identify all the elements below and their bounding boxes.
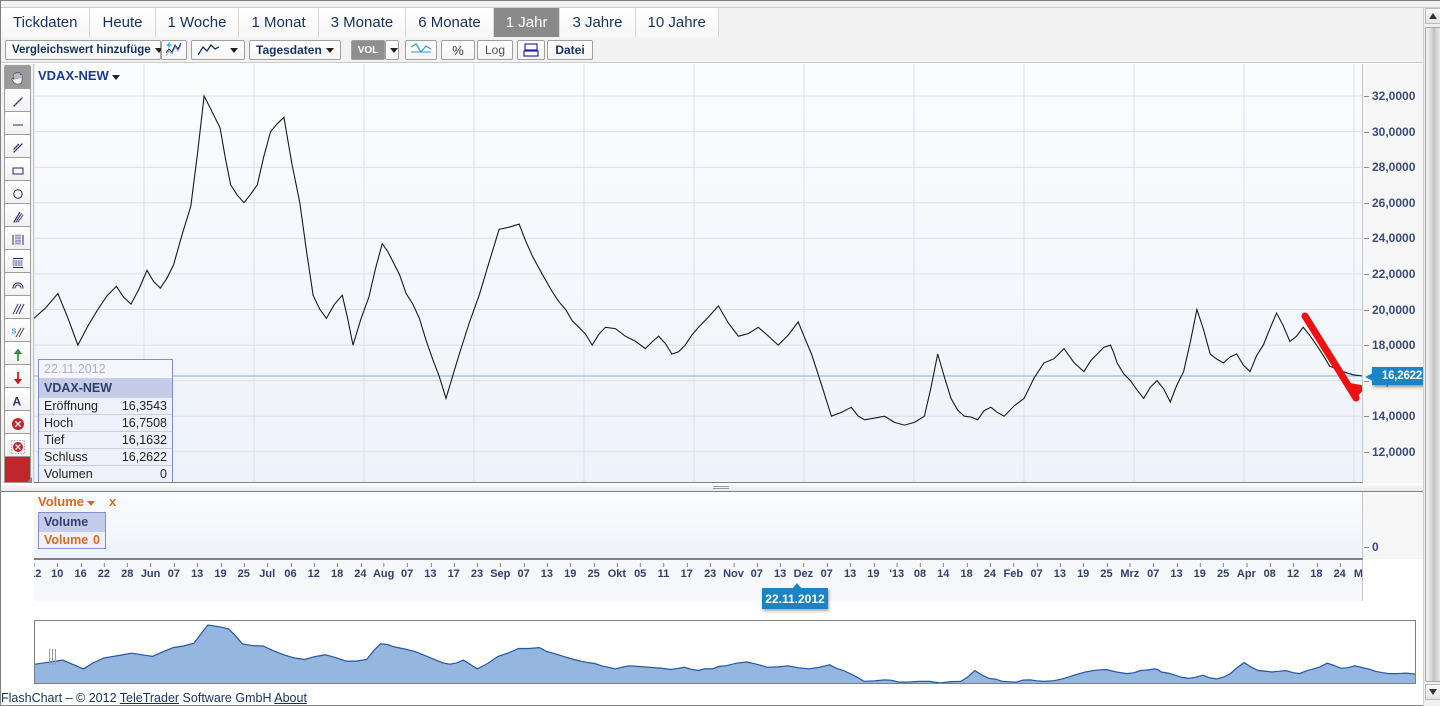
svg-text:A: A	[12, 394, 21, 408]
svg-text:S: S	[11, 328, 16, 335]
